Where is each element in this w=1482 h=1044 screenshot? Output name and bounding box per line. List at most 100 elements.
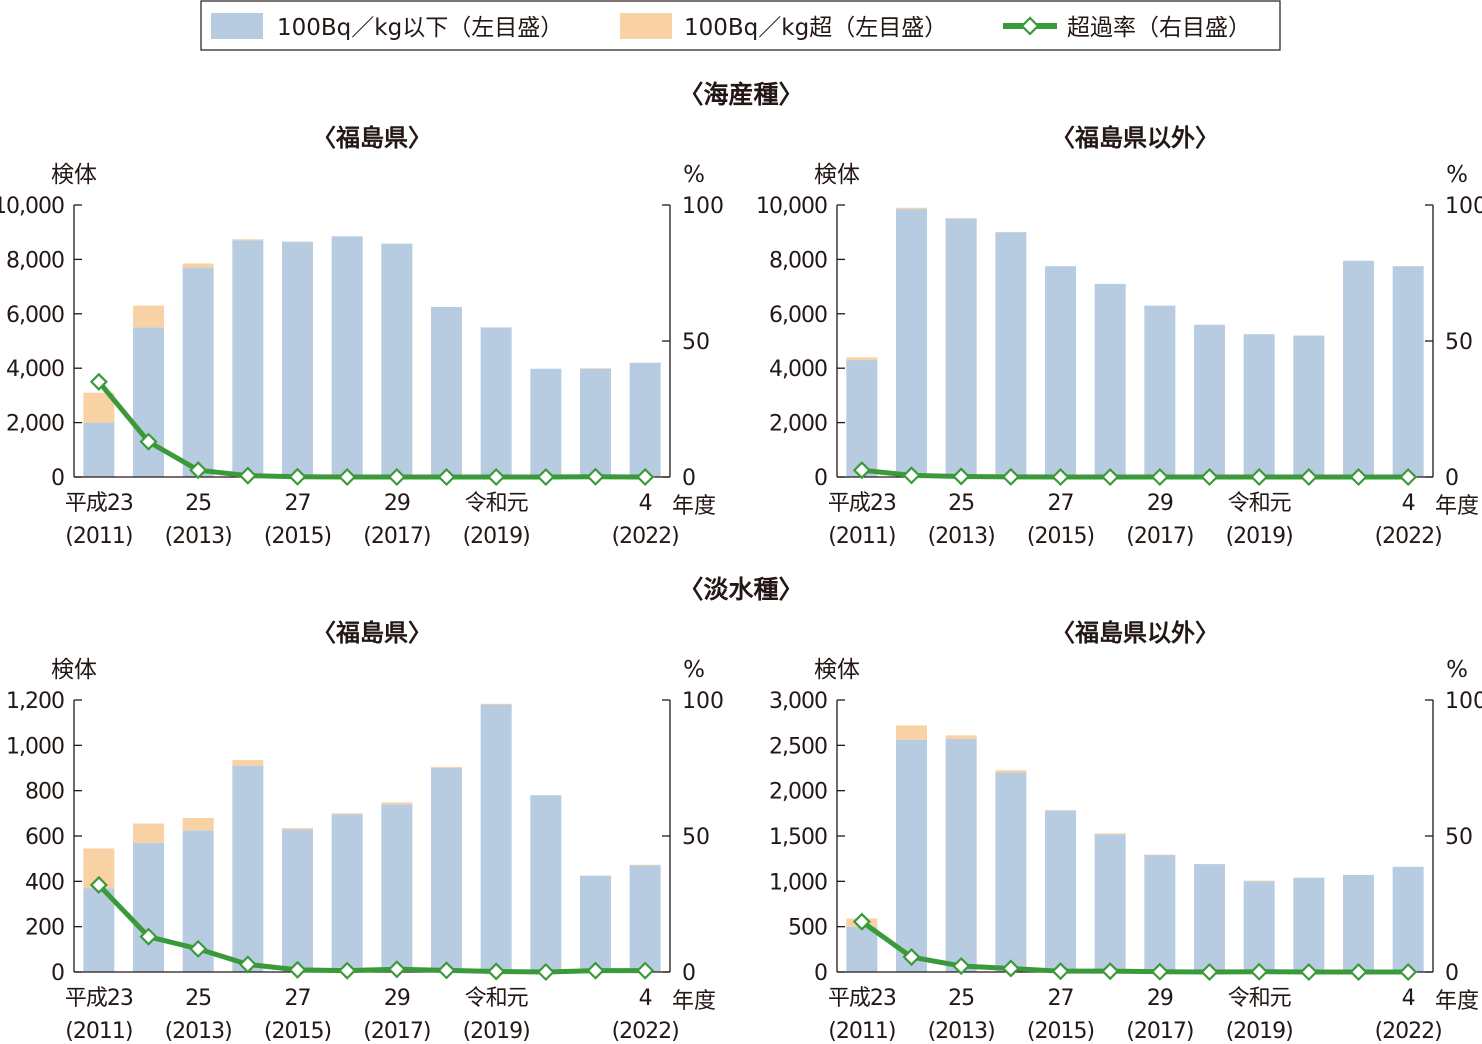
rate-marker-0 xyxy=(89,875,108,895)
x-tick-label-2: 27 xyxy=(1048,986,1074,1011)
bar-above-3 xyxy=(995,770,1027,773)
x-tick-label-3: 29 xyxy=(1147,986,1173,1011)
bar-below-6 xyxy=(1144,855,1176,972)
y-tick-label-4: 2,000 xyxy=(769,780,827,805)
bar-below-8 xyxy=(480,327,512,477)
rate-marker-10 xyxy=(1349,962,1368,982)
y-tick-label-6: 1,200 xyxy=(6,689,64,714)
y2-tick-label-2: 100 xyxy=(1445,689,1482,714)
x-tick-year-2: (2015) xyxy=(1027,1019,1094,1044)
rate-marker-10 xyxy=(586,467,605,486)
rate-marker-3 xyxy=(1001,959,1020,978)
rate-marker-11 xyxy=(1399,467,1418,487)
rate-marker-11 xyxy=(1399,962,1418,982)
y2-tick-label-1: 50 xyxy=(1445,330,1473,355)
y2-tick-label-0: 0 xyxy=(682,961,696,986)
rate-marker-9 xyxy=(536,467,555,487)
bar-above-1 xyxy=(896,207,927,210)
rate-marker-2 xyxy=(952,467,971,486)
y-tick-label-1: 500 xyxy=(788,916,827,941)
x-tick-year-4: (2019) xyxy=(1226,524,1293,549)
x-tick-year-2: (2015) xyxy=(264,1019,331,1044)
y-tick-label-3: 1,500 xyxy=(769,825,827,850)
y-tick-label-0: 0 xyxy=(814,466,827,491)
y-tick-label-0: 0 xyxy=(814,961,827,986)
y-axis-label: 検体 xyxy=(51,657,97,683)
y-tick-label-0: 0 xyxy=(51,466,64,491)
bar-above-0 xyxy=(846,357,878,361)
bar-below-3 xyxy=(232,765,264,972)
rate-marker-2 xyxy=(189,939,208,958)
bar-below-11 xyxy=(1392,866,1424,972)
y2-axis-label: % xyxy=(1446,162,1468,188)
bar-above-2 xyxy=(945,218,977,219)
panel-marine-fukushima: 〈福島県〉検体 % 年度 0 2,000 4,000 6,000 8,000 10,000 0 50… xyxy=(0,124,724,549)
bar-below-9 xyxy=(530,368,562,477)
rate-marker-8 xyxy=(1250,467,1269,487)
y2-tick-label-1: 50 xyxy=(682,825,710,850)
bar-above-8 xyxy=(1243,880,1275,882)
rate-marker-6 xyxy=(387,467,406,487)
bar-above-5 xyxy=(1094,833,1126,835)
x-tick-label-3: 29 xyxy=(384,986,410,1011)
section-title-freshwater: 〈淡水種〉 xyxy=(678,575,803,604)
bar-below-4 xyxy=(282,241,313,477)
rate-line xyxy=(861,467,1409,480)
bar-above-4 xyxy=(282,828,313,830)
y-tick-label-2: 4,000 xyxy=(769,357,827,382)
bar-below-1 xyxy=(133,842,164,972)
legend: 100Bq／kg以下（左目盛） 100Bq／kg超（左目盛） 超過率（右目盛） xyxy=(200,0,1281,51)
bar-below-3 xyxy=(232,240,264,477)
bar-below-4 xyxy=(1045,810,1076,972)
y-tick-label-2: 400 xyxy=(25,870,64,895)
y-tick-label-4: 8,000 xyxy=(769,248,827,273)
rate-line xyxy=(96,380,646,480)
bar-below-5 xyxy=(1094,283,1126,477)
x-tick-year-1: (2013) xyxy=(165,1019,232,1044)
x-tick-year-0: (2011) xyxy=(65,1019,132,1044)
legend-swatch-above xyxy=(620,13,672,39)
y-tick-label-5: 2,500 xyxy=(769,734,827,759)
y-tick-label-1: 2,000 xyxy=(769,412,827,437)
rate-marker-9 xyxy=(1299,467,1318,487)
bar-above-1 xyxy=(896,725,927,740)
bar-above-6 xyxy=(381,802,413,805)
y2-tick-label-0: 0 xyxy=(682,466,696,491)
y-tick-label-3: 6,000 xyxy=(6,303,64,328)
rate-marker-8 xyxy=(487,962,506,981)
x-tick-year-3: (2017) xyxy=(1126,524,1193,549)
bar-below-4 xyxy=(1045,266,1076,477)
rate-marker-8 xyxy=(487,467,506,487)
x-tick-year-4: (2019) xyxy=(463,524,530,549)
chart-title: 〈福島県〉 xyxy=(312,619,432,647)
y2-tick-label-0: 0 xyxy=(1445,466,1459,491)
y2-tick-label-0: 0 xyxy=(1445,961,1459,986)
rate-marker-2 xyxy=(952,956,971,976)
legend-swatch-marker xyxy=(1020,16,1040,36)
bar-below-2 xyxy=(945,738,977,972)
bar-below-1 xyxy=(896,739,927,972)
bar-below-6 xyxy=(381,804,413,972)
rate-marker-4 xyxy=(1051,962,1070,981)
x-axis-label: 年度 xyxy=(1435,989,1479,1014)
legend-swatch-below xyxy=(211,13,263,39)
rate-marker-1 xyxy=(902,466,921,485)
x-tick-label-0: 平成23 xyxy=(65,986,133,1011)
legend-label-below: 100Bq／kg以下（左目盛） xyxy=(277,15,563,41)
x-tick-label-5: 4 xyxy=(639,986,652,1011)
rate-marker-10 xyxy=(586,961,605,980)
x-tick-year-1: (2013) xyxy=(928,524,995,549)
bar-below-10 xyxy=(1343,260,1374,477)
legend-label-rate: 超過率（右目盛） xyxy=(1067,15,1251,41)
rate-marker-7 xyxy=(437,467,456,487)
rate-marker-6 xyxy=(1150,962,1169,981)
x-tick-label-0: 平成23 xyxy=(828,986,896,1011)
rate-marker-2 xyxy=(189,461,208,480)
x-tick-year-3: (2017) xyxy=(1126,1019,1193,1044)
x-tick-label-1: 25 xyxy=(185,491,211,516)
x-tick-year-1: (2013) xyxy=(165,524,232,549)
rate-marker-1 xyxy=(139,432,158,451)
bar-below-11 xyxy=(629,865,661,972)
y2-axis-label: % xyxy=(683,162,705,188)
x-tick-year-3: (2017) xyxy=(363,524,430,549)
